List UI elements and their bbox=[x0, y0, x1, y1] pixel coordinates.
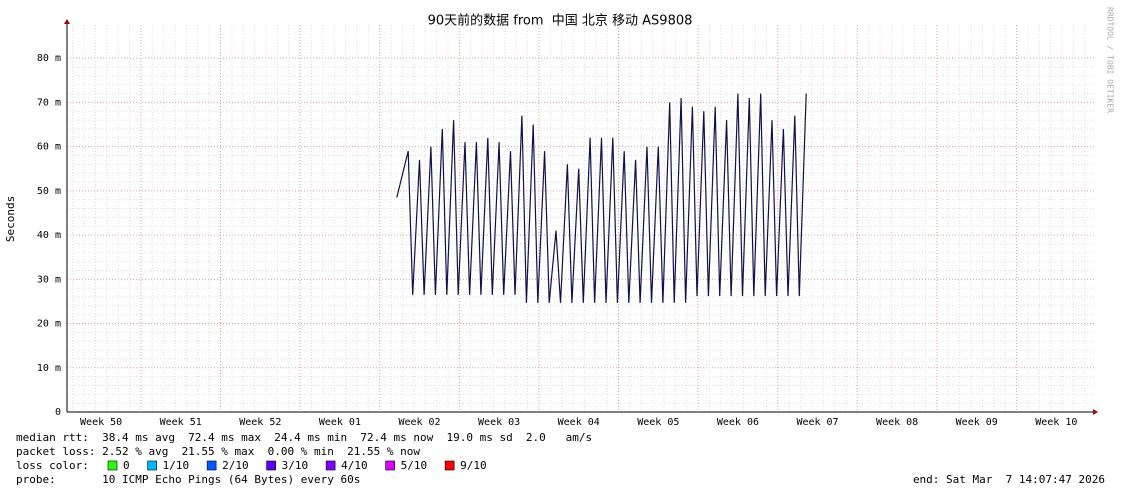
x-tick-label: Week 05 bbox=[637, 417, 679, 428]
legend-label: 1/10 bbox=[163, 459, 190, 472]
legend-swatch bbox=[325, 460, 336, 471]
y-tick-label: 30 m bbox=[37, 274, 61, 285]
x-tick-label: Week 04 bbox=[558, 417, 600, 428]
plot bbox=[396, 93, 807, 303]
x-tick-label: Week 02 bbox=[398, 417, 440, 428]
loss-legend-title: loss color: bbox=[16, 459, 89, 472]
x-tick-label: Week 10 bbox=[1035, 417, 1077, 428]
legend-label: 0 bbox=[123, 459, 130, 472]
x-tick-label: Week 52 bbox=[239, 417, 281, 428]
legend-label: 4/10 bbox=[341, 459, 368, 472]
x-tick-label: Week 07 bbox=[796, 417, 838, 428]
y-tick-label: 70 m bbox=[37, 97, 61, 108]
x-tick-label: Week 06 bbox=[717, 417, 759, 428]
watermark: RRDTOOL / TOBI OETIKER bbox=[1106, 7, 1115, 113]
x-tick-label: Week 50 bbox=[80, 417, 122, 428]
legend-label: 9/10 bbox=[460, 459, 487, 472]
stats-line: packet loss: 2.52 % avg 21.55 % max 0.00… bbox=[16, 445, 420, 458]
probe-info: probe: 10 ICMP Echo Pings (64 Bytes) eve… bbox=[16, 473, 360, 486]
y-tick-label: 20 m bbox=[37, 319, 61, 330]
legend-label: 3/10 bbox=[282, 459, 309, 472]
series-line bbox=[396, 93, 807, 303]
x-tick-label: Week 03 bbox=[478, 417, 520, 428]
x-tick-label: Week 08 bbox=[876, 417, 918, 428]
legend-swatch bbox=[266, 460, 276, 471]
x-tick-label: Week 51 bbox=[160, 417, 202, 428]
x-tick-label: Week 01 bbox=[319, 417, 361, 428]
legend-swatch bbox=[206, 460, 217, 471]
y-tick-label: 10 m bbox=[37, 363, 61, 374]
y-tick-label: 60 m bbox=[37, 142, 61, 153]
legend-label: 5/10 bbox=[401, 459, 428, 472]
end-time: end: Sat Mar 7 14:07:47 2026 bbox=[913, 473, 1105, 486]
chart-title: 90天前的数据 from 中国 北京 移动 AS9808 bbox=[428, 13, 693, 29]
legend-swatch bbox=[147, 460, 157, 471]
y-tick-label: 80 m bbox=[37, 53, 61, 64]
x-arrow bbox=[1093, 409, 1098, 415]
grid bbox=[67, 25, 1095, 412]
x-tick-label: Week 09 bbox=[956, 417, 998, 428]
y-axis-label: Seconds bbox=[4, 196, 17, 242]
footer: median rtt: 38.4 ms avg 72.4 ms max 24.4… bbox=[16, 431, 1105, 486]
legend-swatch bbox=[444, 460, 455, 471]
legend-label: 2/10 bbox=[222, 459, 249, 472]
legend-swatch bbox=[107, 460, 118, 471]
y-tick-label: 40 m bbox=[37, 230, 61, 241]
y-tick-label: 50 m bbox=[37, 186, 61, 197]
legend-swatch bbox=[385, 460, 395, 471]
stats-line: median rtt: 38.4 ms avg 72.4 ms max 24.4… bbox=[16, 431, 592, 444]
y-arrow bbox=[64, 19, 70, 24]
y-tick-label: 0 bbox=[55, 407, 61, 418]
